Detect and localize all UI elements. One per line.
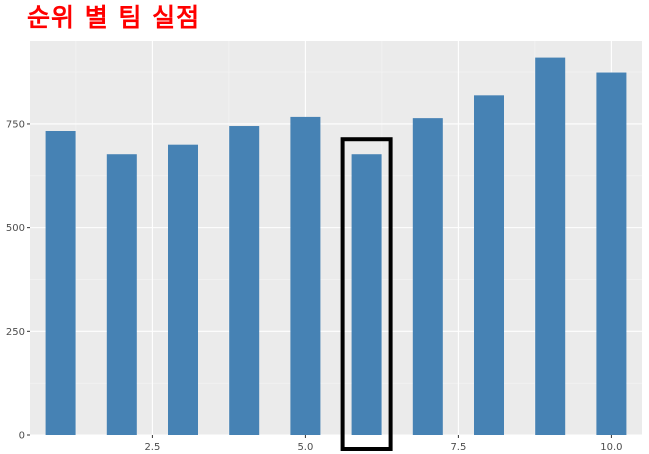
bar (290, 116, 321, 435)
x-tick-label: 10.0 (600, 442, 622, 453)
x-tick-label: 7.5 (450, 442, 466, 453)
bar (474, 95, 504, 435)
bar (45, 130, 76, 435)
bar (106, 154, 137, 436)
highlight-box (340, 137, 393, 452)
bar (229, 126, 260, 435)
axes: 0 250 500 750 2.5 5.0 7.5 10.0 (6, 119, 623, 453)
bars (45, 57, 627, 436)
bar (168, 144, 198, 435)
bar (412, 118, 443, 435)
bar (596, 72, 627, 436)
bar (535, 57, 566, 435)
y-tick-label: 0 (19, 431, 25, 442)
y-tick-label: 250 (6, 327, 25, 338)
x-tick-label: 2.5 (144, 442, 160, 453)
bar (351, 154, 382, 436)
y-tick-label: 750 (6, 119, 25, 130)
chart-title: 순위 별 팀 실점 (27, 3, 201, 32)
x-tick-label: 5.0 (297, 442, 313, 453)
y-tick-label: 500 (6, 223, 25, 234)
